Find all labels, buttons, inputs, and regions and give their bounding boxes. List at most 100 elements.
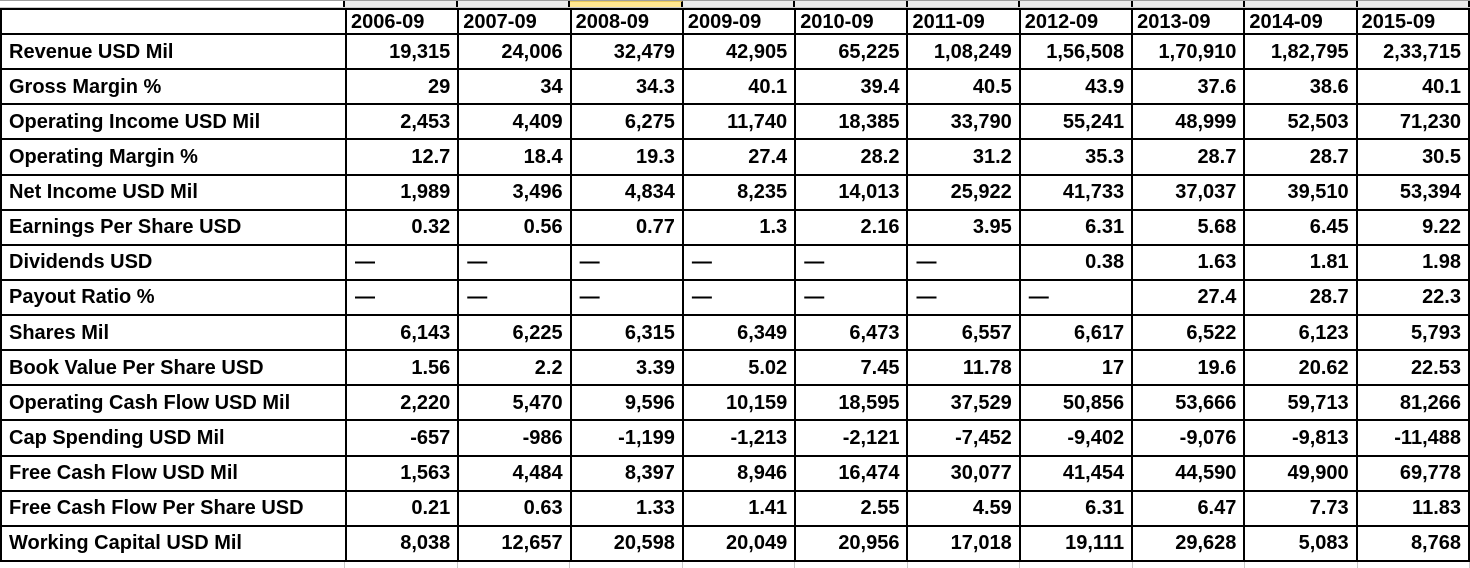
- value-cell[interactable]: 6,473: [794, 313, 909, 352]
- value-cell[interactable]: 6.47: [1131, 489, 1246, 527]
- value-cell[interactable]: —: [344, 278, 460, 317]
- metric-label-cell[interactable]: Operating Margin %: [0, 138, 347, 176]
- value-cell[interactable]: 69,778: [1355, 454, 1470, 492]
- value-cell[interactable]: 22.3: [1355, 278, 1470, 317]
- value-cell[interactable]: 4,484: [457, 454, 572, 492]
- value-cell[interactable]: 2,33,715: [1355, 32, 1470, 71]
- value-cell[interactable]: —: [681, 278, 797, 317]
- value-cell[interactable]: 28.7: [1243, 138, 1358, 176]
- value-cell[interactable]: 52,503: [1243, 103, 1358, 141]
- value-cell[interactable]: 0.32: [344, 208, 460, 246]
- value-cell[interactable]: 28.7: [1131, 138, 1246, 176]
- value-cell[interactable]: 6,225: [457, 313, 572, 352]
- metric-label-cell[interactable]: Earnings Per Share USD: [0, 208, 347, 246]
- metric-label-cell[interactable]: Free Cash Flow USD Mil: [0, 454, 347, 492]
- value-cell[interactable]: 8,946: [681, 454, 797, 492]
- value-cell[interactable]: 1,82,795: [1243, 32, 1358, 71]
- value-cell[interactable]: 0.77: [569, 208, 684, 246]
- value-cell[interactable]: 5,470: [457, 384, 572, 422]
- value-cell[interactable]: 20,049: [681, 524, 797, 563]
- value-cell[interactable]: 39.4: [794, 68, 909, 106]
- value-cell[interactable]: 1.81: [1243, 243, 1358, 281]
- value-cell[interactable]: 3,496: [457, 173, 572, 211]
- value-cell[interactable]: —: [344, 243, 460, 281]
- value-cell[interactable]: 49,900: [1243, 454, 1358, 492]
- value-cell[interactable]: 24,006: [457, 32, 572, 71]
- value-cell[interactable]: 19.3: [569, 138, 684, 176]
- value-cell[interactable]: 19,315: [344, 32, 460, 71]
- value-cell[interactable]: 12.7: [344, 138, 460, 176]
- value-cell[interactable]: 35.3: [1018, 138, 1134, 176]
- value-cell[interactable]: 65,225: [794, 32, 909, 71]
- value-cell[interactable]: 0.38: [1018, 243, 1134, 281]
- value-cell[interactable]: 20,956: [794, 524, 909, 563]
- value-cell[interactable]: 1.3: [681, 208, 797, 246]
- value-cell[interactable]: 37.6: [1131, 68, 1246, 106]
- value-cell[interactable]: 7.73: [1243, 489, 1358, 527]
- value-cell[interactable]: -9,402: [1018, 419, 1134, 457]
- value-cell[interactable]: 28.7: [1243, 278, 1358, 317]
- value-cell[interactable]: 25,922: [906, 173, 1021, 211]
- corner-header-cell[interactable]: [0, 8, 347, 35]
- metric-label-cell[interactable]: Book Value Per Share USD: [0, 349, 347, 387]
- value-cell[interactable]: 48,999: [1131, 103, 1246, 141]
- value-cell[interactable]: 0.56: [457, 208, 572, 246]
- value-cell[interactable]: 10,159: [681, 384, 797, 422]
- value-cell[interactable]: —: [457, 243, 572, 281]
- value-cell[interactable]: 16,474: [794, 454, 909, 492]
- value-cell[interactable]: 40.1: [681, 68, 797, 106]
- metric-label-cell[interactable]: Cap Spending USD Mil: [0, 419, 347, 457]
- value-cell[interactable]: 1.33: [569, 489, 684, 527]
- year-header-cell[interactable]: 2010-09: [794, 8, 909, 35]
- year-header-cell[interactable]: 2014-09: [1243, 8, 1358, 35]
- value-cell[interactable]: 0.21: [344, 489, 460, 527]
- value-cell[interactable]: 2.55: [794, 489, 909, 527]
- value-cell[interactable]: 27.4: [1131, 278, 1246, 317]
- value-cell[interactable]: 6,143: [344, 313, 460, 352]
- value-cell[interactable]: 33,790: [906, 103, 1021, 141]
- value-cell[interactable]: —: [681, 243, 797, 281]
- value-cell[interactable]: 1,56,508: [1018, 32, 1134, 71]
- value-cell[interactable]: -986: [457, 419, 572, 457]
- value-cell[interactable]: 31.2: [906, 138, 1021, 176]
- value-cell[interactable]: -11,488: [1355, 419, 1470, 457]
- metric-label-cell[interactable]: Revenue USD Mil: [0, 32, 347, 71]
- value-cell[interactable]: -7,452: [906, 419, 1021, 457]
- value-cell[interactable]: 6,315: [569, 313, 684, 352]
- value-cell[interactable]: 6,275: [569, 103, 684, 141]
- value-cell[interactable]: —: [569, 243, 684, 281]
- value-cell[interactable]: 18.4: [457, 138, 572, 176]
- value-cell[interactable]: 43.9: [1018, 68, 1134, 106]
- value-cell[interactable]: 53,394: [1355, 173, 1470, 211]
- value-cell[interactable]: 71,230: [1355, 103, 1470, 141]
- value-cell[interactable]: 11.83: [1355, 489, 1470, 527]
- value-cell[interactable]: 40.1: [1355, 68, 1470, 106]
- value-cell[interactable]: 41,733: [1018, 173, 1134, 211]
- value-cell[interactable]: 18,385: [794, 103, 909, 141]
- value-cell[interactable]: 9.22: [1355, 208, 1470, 246]
- value-cell[interactable]: 81,266: [1355, 384, 1470, 422]
- value-cell[interactable]: 5,083: [1243, 524, 1358, 563]
- value-cell[interactable]: 19.6: [1131, 349, 1246, 387]
- value-cell[interactable]: 1.56: [344, 349, 460, 387]
- value-cell[interactable]: 7.45: [794, 349, 909, 387]
- value-cell[interactable]: 4,834: [569, 173, 684, 211]
- value-cell[interactable]: 55,241: [1018, 103, 1134, 141]
- value-cell[interactable]: 22.53: [1355, 349, 1470, 387]
- value-cell[interactable]: 6,349: [681, 313, 797, 352]
- value-cell[interactable]: 4,409: [457, 103, 572, 141]
- metric-label-cell[interactable]: Payout Ratio %: [0, 278, 347, 317]
- value-cell[interactable]: 37,529: [906, 384, 1021, 422]
- value-cell[interactable]: 40.5: [906, 68, 1021, 106]
- value-cell[interactable]: 11.78: [906, 349, 1021, 387]
- metric-label-cell[interactable]: Dividends USD: [0, 243, 347, 281]
- metric-label-cell[interactable]: Net Income USD Mil: [0, 173, 347, 211]
- value-cell[interactable]: 59,713: [1243, 384, 1358, 422]
- value-cell[interactable]: -1,213: [681, 419, 797, 457]
- year-header-cell[interactable]: 2015-09: [1355, 8, 1470, 35]
- value-cell[interactable]: -9,813: [1243, 419, 1358, 457]
- value-cell[interactable]: —: [457, 278, 572, 317]
- value-cell[interactable]: 29: [344, 68, 460, 106]
- value-cell[interactable]: 8,768: [1355, 524, 1470, 563]
- value-cell[interactable]: —: [569, 278, 684, 317]
